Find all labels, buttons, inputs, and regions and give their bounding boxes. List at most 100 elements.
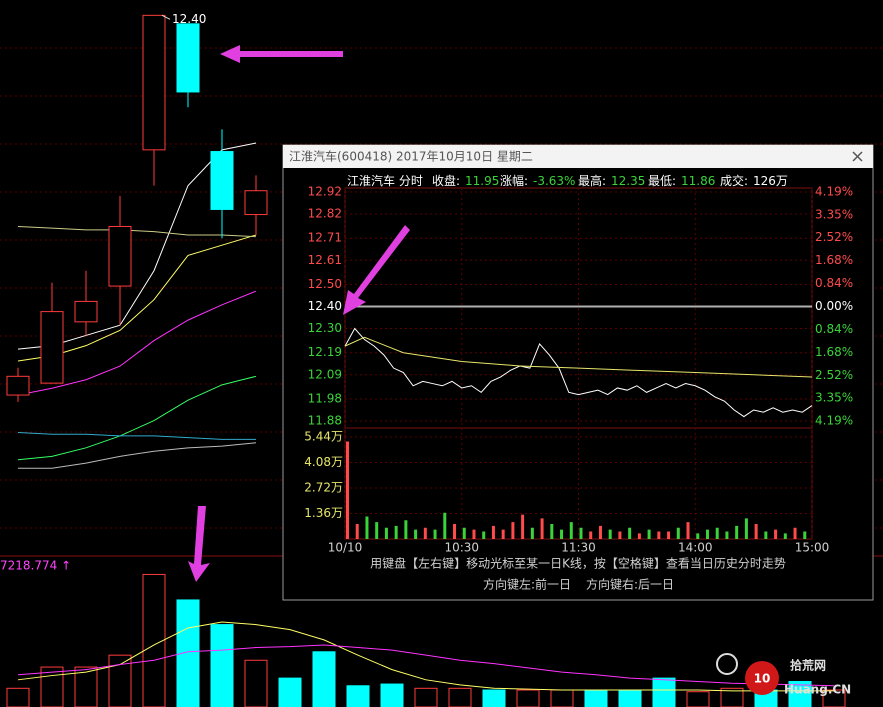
logo-text: 10 — [754, 672, 771, 686]
y-tick-label: 12.61 — [308, 253, 342, 267]
stat-value: 11.86 — [681, 174, 715, 188]
y-tick-label: 12.40 — [308, 299, 342, 313]
volume-bar — [764, 531, 768, 539]
volume-bar — [433, 529, 437, 539]
volume-bar — [312, 651, 336, 707]
volume-bar — [579, 527, 583, 539]
volume-bar — [774, 529, 778, 539]
intraday-volume-panel: 5.44万 4.08万 2.72万 1.36万 — [304, 430, 812, 539]
volume-bar — [210, 624, 234, 707]
info-bar: 江淮汽车 分时 收盘: 11.95涨幅: -3.63% 最高: 12.35 最低: 11.86… — [347, 173, 788, 188]
hint-text: 用键盘【左右键】移动光标至某一日K线，按【空格键】查看当日历史分时走势 — [370, 556, 786, 571]
key-hint: 方向键左:前一日 — [483, 577, 571, 592]
wechat-icon — [716, 653, 738, 675]
x-tick-label: 10:30 — [444, 541, 479, 555]
y-tick-label: 11.88 — [308, 414, 342, 428]
high-annotation: 12.40 — [172, 12, 206, 26]
volume-bar — [822, 689, 846, 707]
intraday-price-panel: 12.92 12.82 12.71 12.61 12.50 12.40 12.30 12.19… — [308, 185, 853, 555]
volume-average-line — [17, 644, 835, 687]
volume-average-line — [17, 621, 834, 692]
close-icon[interactable] — [852, 151, 863, 162]
volume-bar — [501, 529, 505, 539]
volume-bar — [725, 531, 729, 539]
indicator-label: 7218.774 ↑ — [0, 559, 71, 573]
volume-bar — [715, 527, 719, 539]
stat-label: 最低: — [648, 174, 676, 188]
y-tick-label: 12.71 — [308, 231, 342, 245]
volume-bar — [696, 533, 700, 539]
volume-bar — [448, 687, 472, 707]
y2-tick-label: 0.00% — [815, 299, 853, 313]
y-tick-label: 12.30 — [308, 321, 342, 335]
volume-bar — [355, 524, 359, 539]
volume-bar — [618, 531, 622, 539]
volume-bar — [540, 518, 544, 539]
logo-badge — [745, 661, 779, 695]
volume-bar — [404, 520, 408, 539]
candle-body — [40, 311, 64, 384]
y2-tick-label: 2.52% — [815, 368, 853, 382]
volume-bar — [6, 687, 30, 707]
volume-bar — [618, 689, 642, 707]
y-tick-label: 4.08万 — [304, 455, 343, 469]
volume-bar — [74, 666, 98, 707]
volume-bar — [384, 527, 388, 539]
x-tick-label: 15:00 — [795, 541, 830, 555]
close-button[interactable] — [852, 151, 863, 162]
volume-bar — [511, 522, 515, 539]
stock-name: 江淮汽车 分时 — [347, 173, 423, 188]
moving-average-line — [17, 432, 256, 440]
y2-tick-label: 4.19% — [815, 414, 853, 428]
y-tick-label: 12.09 — [308, 367, 342, 381]
y-tick-label: 1.36万 — [304, 506, 343, 520]
key-hint: 方向键右:后一日 — [586, 577, 674, 592]
volume-bar — [628, 527, 632, 539]
volume-bar — [783, 533, 787, 539]
volume-bar — [793, 527, 797, 539]
candle-body — [244, 190, 268, 216]
volume-bar — [657, 531, 661, 539]
volume-bar — [414, 687, 438, 707]
history-popup: 江淮汽车(600418) 2017年10月10日 星期二 12.9212.821… — [282, 144, 874, 601]
watermark: 10 拾荒网 Huang.CN — [716, 653, 851, 697]
volume-panel: 7218.774 ↑ — [0, 559, 846, 707]
moving-average-line — [17, 290, 257, 396]
volume-bar — [414, 529, 418, 539]
annotation-leader — [161, 14, 171, 20]
volume-bar — [589, 531, 593, 539]
volume-bar — [686, 522, 690, 539]
volume-bar — [735, 525, 739, 539]
average-price-line — [344, 336, 813, 378]
y-tick-label: 11.98 — [308, 391, 342, 405]
volume-bar — [462, 527, 466, 539]
volume-bar — [569, 522, 573, 539]
y-tick-label: 12.19 — [308, 345, 342, 359]
volume-bar — [365, 516, 369, 539]
stat-value: -3.63% — [533, 174, 575, 188]
volume-bar — [584, 689, 608, 707]
volume-bar — [521, 514, 525, 539]
volume-bar — [637, 533, 641, 539]
y2-tick-label: 1.68% — [815, 253, 853, 267]
volume-bar — [516, 689, 540, 707]
volume-bar — [686, 691, 710, 707]
volume-bar — [40, 666, 64, 707]
candle-body — [142, 14, 166, 151]
volume-bar — [394, 525, 398, 539]
y2-tick-label: 0.84% — [815, 276, 853, 290]
arrow — [343, 225, 410, 315]
y2-tick-label: 3.35% — [815, 391, 853, 405]
candle-body — [6, 375, 30, 396]
volume-bar — [482, 531, 486, 539]
moving-average-line — [17, 375, 257, 461]
volume-bar — [423, 527, 427, 539]
volume-bar — [278, 677, 302, 707]
stat-label: 成交: — [720, 173, 748, 188]
volume-bar — [667, 531, 671, 539]
volume-bar — [608, 529, 612, 539]
volume-bar — [754, 524, 758, 539]
site-name: 拾荒网 — [790, 658, 826, 673]
